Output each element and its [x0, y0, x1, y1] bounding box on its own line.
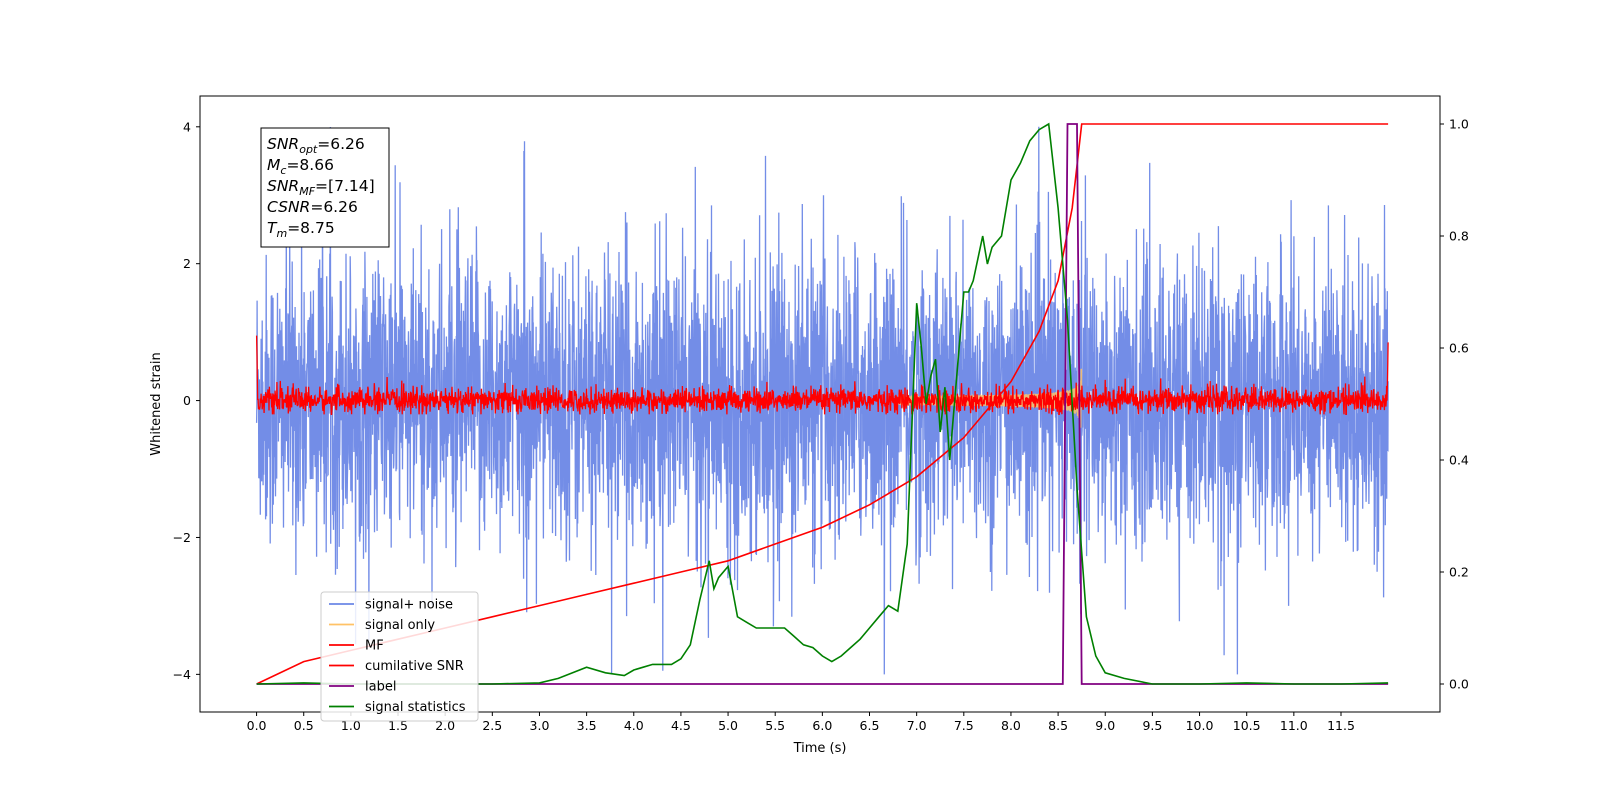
legend-label: cumilative SNR [365, 659, 464, 674]
y2-tick-label: 0.8 [1449, 229, 1469, 244]
annotation-line: Tm=8.75 [267, 219, 335, 240]
annotation-frame [260, 127, 390, 248]
x-tick-label: 7.0 [907, 718, 927, 733]
plot-frame [199, 95, 1441, 713]
x-tick-label: 6.5 [860, 718, 880, 733]
x-tick-label: 2.5 [482, 718, 502, 733]
y2-tick-label: 0.2 [1449, 565, 1469, 580]
x-tick-label: 0.0 [247, 718, 267, 733]
legend-label: signal statistics [365, 700, 466, 715]
annotation-line: SNRopt=6.26 [267, 135, 365, 156]
legend-label: signal only [365, 618, 435, 633]
legend-label: signal+ noise [365, 598, 453, 613]
y2-tick-label: 0.0 [1449, 677, 1469, 692]
x-tick-label: 3.5 [577, 718, 597, 733]
y-tick-label: −2 [173, 530, 191, 545]
x-tick-label: 8.5 [1048, 718, 1068, 733]
x-tick-label: 1.0 [341, 718, 361, 733]
x-tick-label: 3.0 [530, 718, 550, 733]
series-label [256, 123, 1389, 685]
x-tick-label: 4.0 [624, 718, 644, 733]
x-tick-label: 11.0 [1280, 718, 1308, 733]
series-mf [255, 335, 1389, 415]
x-tick-label: 5.0 [718, 718, 738, 733]
x-tick-label: 4.5 [671, 718, 691, 733]
axes: 0.0 0.5 1.0 1.5 2.0 2.5 3.0 3.5 4.0 4.5 5.0 5.5 6.0 6… [173, 117, 1469, 734]
legend-label: MF [365, 639, 384, 654]
x-tick-label: 10.0 [1186, 718, 1214, 733]
annotation-line: CSNR=6.26 [267, 198, 358, 216]
annotation-line: Mc=8.66 [267, 156, 334, 177]
legend: signal+ noise signal only MF cumilative SNR… [320, 591, 479, 722]
x-tick-label: 6.0 [812, 718, 832, 733]
x-tick-label: 7.5 [954, 718, 974, 733]
x-tick-label: 8.0 [1001, 718, 1021, 733]
annotation-line: SNRMF=[7.14] [267, 177, 375, 198]
y-tick-label: 4 [183, 119, 191, 134]
x-tick-label: 2.0 [435, 718, 455, 733]
x-tick-label: 11.5 [1327, 718, 1355, 733]
x-axis-label: Time (s) [793, 741, 847, 756]
y-tick-label: −4 [173, 667, 191, 682]
y-axis-label: Whitened strain [149, 352, 164, 455]
series-signal-statistics [256, 122, 1389, 685]
legend-label: label [365, 680, 396, 695]
x-tick-label: 1.5 [388, 718, 408, 733]
x-tick-label: 9.5 [1142, 718, 1162, 733]
x-tick-label: 9.0 [1095, 718, 1115, 733]
x-tick-label: 5.5 [765, 718, 785, 733]
x-tick-label: 0.5 [294, 718, 314, 733]
legend-frame [320, 591, 479, 722]
y2-tick-label: 0.4 [1449, 453, 1469, 468]
y-tick-label: 0 [183, 393, 191, 408]
y2-tick-label: 0.6 [1449, 341, 1469, 356]
y2-tick-label: 1.0 [1449, 117, 1469, 132]
y-tick-label: 2 [183, 256, 191, 271]
x-tick-label: 10.5 [1233, 718, 1261, 733]
